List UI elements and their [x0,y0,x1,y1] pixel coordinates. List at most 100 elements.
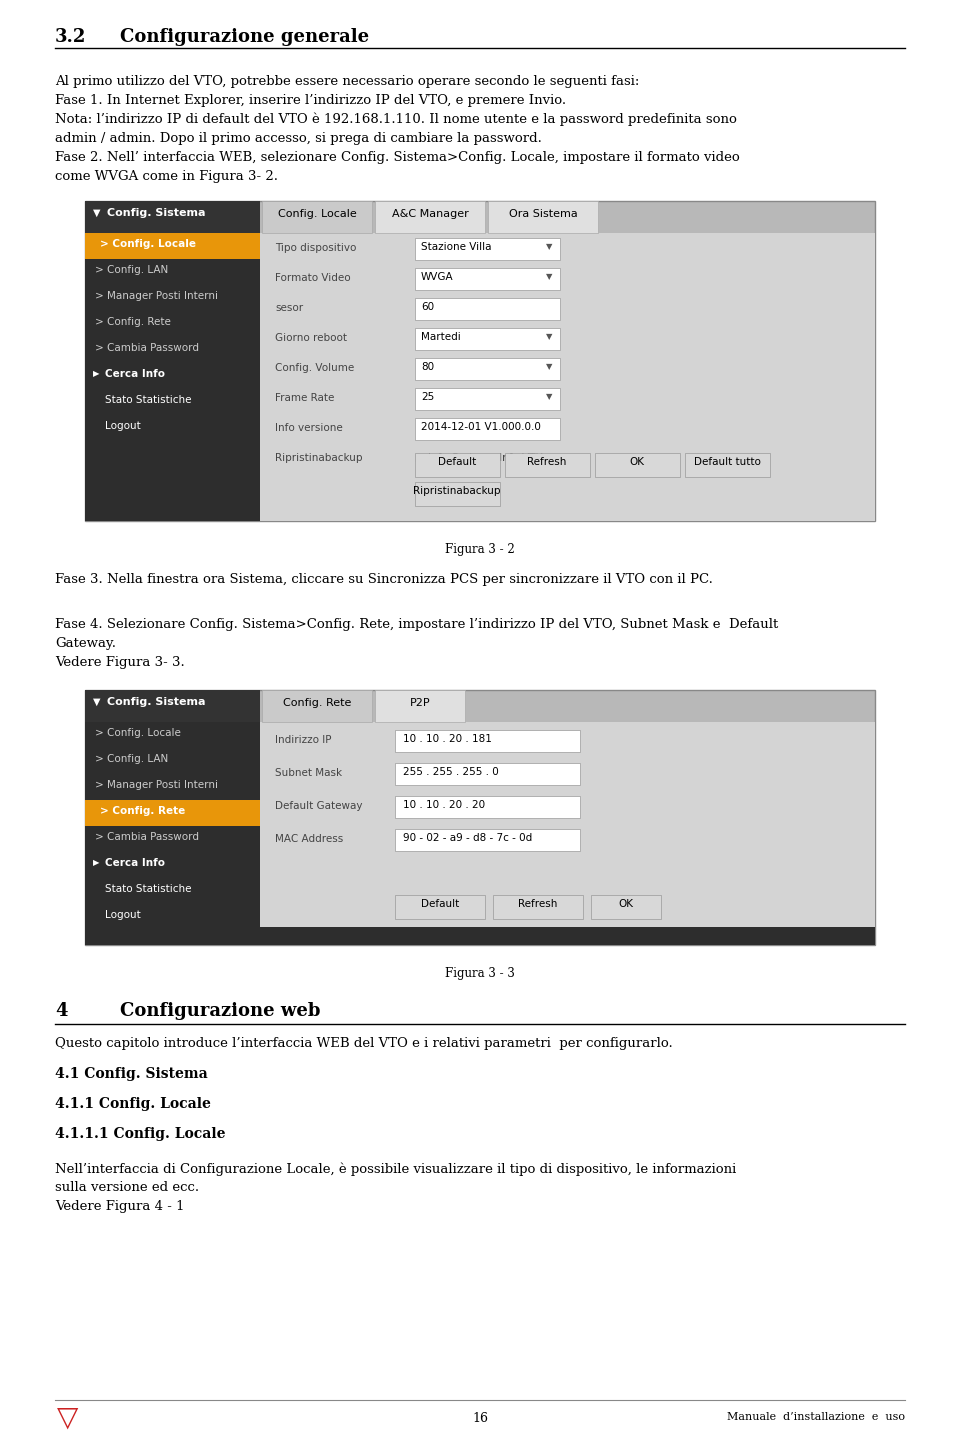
Text: Fase 3. Nella finestra ora Sistema, cliccare su Sincronizza PCS per sincronizzar: Fase 3. Nella finestra ora Sistema, clic… [55,573,713,586]
Text: Refresh: Refresh [527,457,566,467]
Bar [85,690,875,946]
Text: 4.1 Config. Sistema: 4.1 Config. Sistema [55,1068,207,1081]
Text: 255 . 255 . 255 . 0: 255 . 255 . 255 . 0 [403,767,499,777]
Text: 4.1.1 Config. Locale: 4.1.1 Config. Locale [55,1096,211,1111]
Bar [85,201,260,233]
Text: come WVGA come in Figura 3- 2.: come WVGA come in Figura 3- 2. [55,170,278,182]
Text: Manuale  d’installazione  e  uso: Manuale d’installazione e uso [727,1413,905,1423]
Text: A&C Manager: A&C Manager [392,208,468,218]
Bar [415,481,500,506]
Text: Config. Rete: Config. Rete [283,698,351,708]
Bar [395,895,485,920]
Text: Stazione Villa: Stazione Villa [421,241,492,251]
Text: > Cambia Password: > Cambia Password [95,343,199,354]
Text: WVGA: WVGA [421,272,454,282]
Text: Config. Sistema: Config. Sistema [107,208,205,218]
Text: □ Info Carta  □ Info VTH: □ Info Carta □ Info VTH [415,453,543,463]
Text: Tipo dispositivo: Tipo dispositivo [275,243,356,253]
Text: Stato Statistiche: Stato Statistiche [105,395,191,405]
Text: 2014-12-01 V1.000.0.0: 2014-12-01 V1.000.0.0 [421,422,540,433]
Text: 60: 60 [421,302,434,312]
Bar [85,233,260,259]
Text: > Config. Rete: > Config. Rete [100,806,185,816]
Text: > Manager Posti Interni: > Manager Posti Interni [95,292,218,300]
Text: 4: 4 [55,1002,67,1020]
Text: Cerca Info: Cerca Info [105,369,165,379]
Text: > Manager Posti Interni: > Manager Posti Interni [95,780,218,790]
Text: ▽: ▽ [57,1404,79,1433]
Text: Figura 3 - 2: Figura 3 - 2 [445,543,515,556]
Text: Giorno reboot: Giorno reboot [275,333,347,343]
Text: 25: 25 [421,392,434,402]
Text: 4.1.1.1 Config. Locale: 4.1.1.1 Config. Locale [55,1127,226,1141]
Text: 3.2: 3.2 [55,27,86,46]
Text: Martedi: Martedi [421,332,461,342]
Text: Default tutto: Default tutto [693,457,760,467]
Text: Fase 2. Nell’ interfaccia WEB, selezionare Config. Sistema>Config. Locale, impos: Fase 2. Nell’ interfaccia WEB, seleziona… [55,151,740,164]
Text: Logout: Logout [105,910,141,920]
Bar [262,690,372,721]
Text: ▼: ▼ [546,241,553,251]
Text: Indirizzo IP: Indirizzo IP [275,734,331,744]
Text: Default Gateway: Default Gateway [275,800,363,810]
Text: > Config. LAN: > Config. LAN [95,264,168,274]
Text: Nell’interfaccia di Configurazione Locale, è possibile visualizzare il tipo di d: Nell’interfaccia di Configurazione Local… [55,1163,736,1175]
Text: Info versione: Info versione [275,422,343,433]
Bar [493,895,583,920]
Bar [591,895,661,920]
Text: ▼: ▼ [546,332,553,341]
Text: Config. Volume: Config. Volume [275,364,354,374]
Text: ▶: ▶ [93,369,100,378]
Text: 80: 80 [421,362,434,372]
Text: Subnet Mask: Subnet Mask [275,767,342,777]
Text: Default: Default [420,900,459,910]
Text: Frame Rate: Frame Rate [275,392,334,402]
Text: OK: OK [618,900,634,910]
Text: ▼: ▼ [93,208,101,218]
Bar [85,852,260,878]
Bar [260,233,875,522]
Text: Nota: l’indirizzo IP di default del VTO è 192.168.1.110. Il nome utente e la pas: Nota: l’indirizzo IP di default del VTO … [55,114,737,126]
Text: > Config. Locale: > Config. Locale [95,729,180,739]
Bar [395,796,580,818]
Text: ▶: ▶ [93,858,100,867]
Text: ▼: ▼ [546,272,553,282]
Bar [415,239,560,260]
Text: Ora Sistema: Ora Sistema [509,208,577,218]
Bar [415,418,560,440]
Bar [85,690,260,721]
Text: sulla versione ed ecc.: sulla versione ed ecc. [55,1181,199,1194]
Text: Config. Locale: Config. Locale [277,208,356,218]
Text: Configurazione generale: Configurazione generale [120,27,370,46]
Bar [85,201,875,522]
Text: Config. Sistema: Config. Sistema [107,697,205,707]
Bar [262,201,372,233]
Text: ▼: ▼ [546,392,553,401]
Text: Gateway.: Gateway. [55,637,116,650]
Text: ▼: ▼ [93,697,101,707]
Text: Logout: Logout [105,421,141,431]
Text: Default: Default [438,457,476,467]
Bar [260,721,875,946]
Text: Al primo utilizzo del VTO, potrebbe essere necessario operare secondo le seguent: Al primo utilizzo del VTO, potrebbe esse… [55,75,639,88]
Text: Formato Video: Formato Video [275,273,350,283]
Text: ▼: ▼ [546,362,553,371]
Text: Configurazione web: Configurazione web [120,1002,321,1020]
Bar [85,690,260,946]
Text: > Cambia Password: > Cambia Password [95,832,199,842]
Bar [595,453,680,477]
Bar [395,730,580,752]
Bar [415,358,560,379]
Bar [415,297,560,320]
Text: sesor: sesor [275,303,303,313]
Text: admin / admin. Dopo il primo accesso, si prega di cambiare la password.: admin / admin. Dopo il primo accesso, si… [55,132,541,145]
Text: > Config. LAN: > Config. LAN [95,754,168,764]
Bar [685,453,770,477]
Text: 90 - 02 - a9 - d8 - 7c - 0d: 90 - 02 - a9 - d8 - 7c - 0d [403,833,532,844]
Text: > Config. Rete: > Config. Rete [95,318,171,328]
Text: Cerca Info: Cerca Info [105,858,165,868]
Text: Vedere Figura 3- 3.: Vedere Figura 3- 3. [55,657,184,670]
Bar [85,415,260,441]
Text: 10 . 10 . 20 . 20: 10 . 10 . 20 . 20 [403,800,485,810]
Text: Vedere Figura 4 - 1: Vedere Figura 4 - 1 [55,1200,184,1213]
